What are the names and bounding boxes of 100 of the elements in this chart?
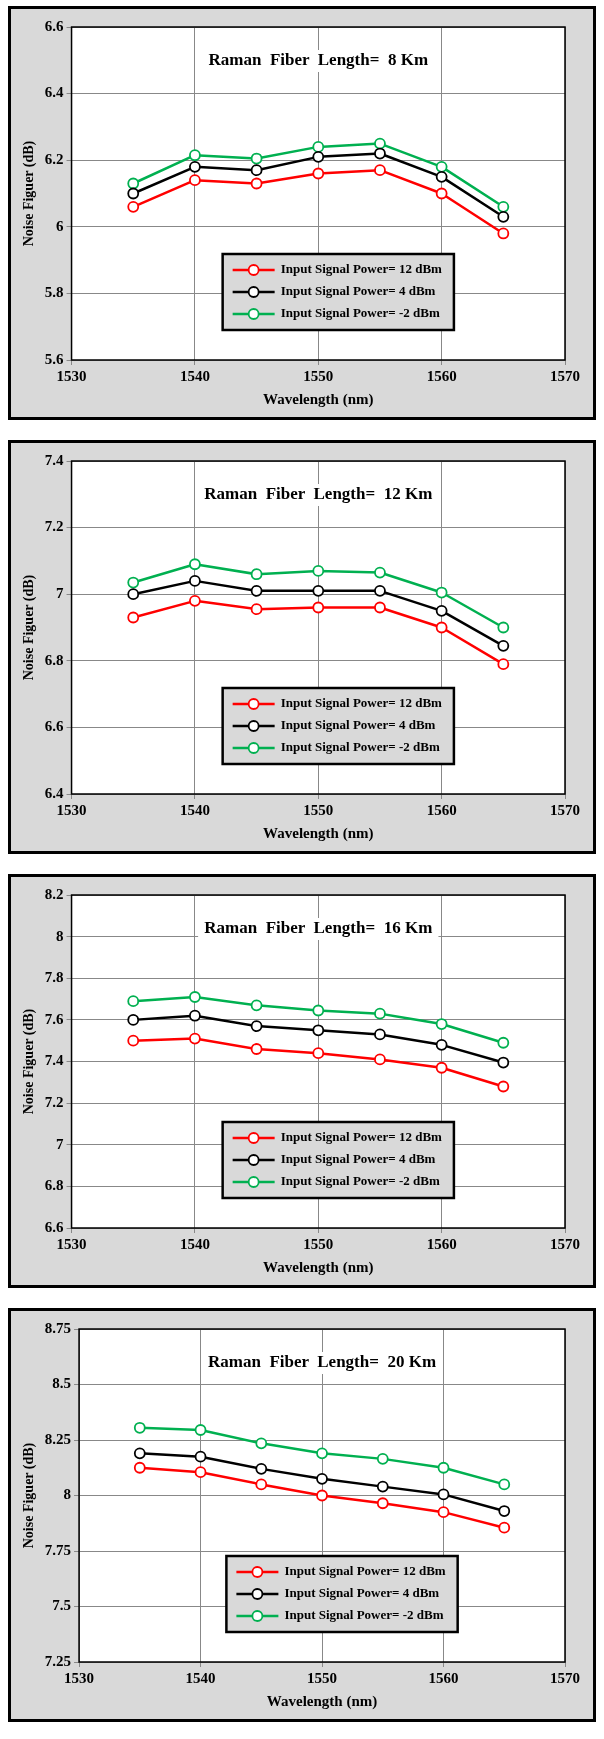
text: Raman Fiber Length= 20 Km — [208, 1352, 437, 1372]
x-tick-label: 1560 — [428, 1669, 459, 1686]
x-axis-title: Wavelength (nm) — [266, 1692, 378, 1710]
point — [127, 187, 140, 200]
point — [497, 658, 510, 671]
y-tick-label: 7.4 — [44, 451, 65, 468]
point — [374, 601, 386, 614]
point — [498, 1521, 511, 1534]
point — [255, 1437, 268, 1450]
legend-label: Input Signal Power= 12 dBm — [280, 695, 443, 711]
x-tick-label: 1570 — [550, 1235, 580, 1252]
point — [250, 1020, 263, 1033]
y-tick-label: 6.6 — [44, 17, 65, 34]
y-tick-label: 8 — [56, 927, 64, 944]
point — [312, 1004, 325, 1017]
point — [497, 621, 510, 634]
legend-label: Input Signal Power= 4 dBm — [280, 283, 436, 299]
text: Raman Fiber Length= 16 Km — [204, 918, 433, 938]
point — [250, 1043, 263, 1055]
point — [374, 1007, 386, 1020]
x-tick-label: 1530 — [56, 1235, 87, 1252]
point — [312, 601, 325, 614]
y-tick-label: 8.25 — [44, 1430, 72, 1447]
y-axis-title: Noise Figuer (dB) — [21, 1442, 38, 1549]
point — [497, 210, 510, 223]
point — [250, 568, 263, 581]
y-tick-label: 6.8 — [44, 1177, 64, 1194]
legend-label: Input Signal Power= -2 dBm — [280, 305, 440, 321]
point — [376, 1452, 389, 1465]
point — [127, 995, 140, 1008]
point — [498, 1505, 511, 1517]
point — [435, 187, 448, 200]
point — [194, 1424, 207, 1436]
y-tick-label: 8 — [63, 1486, 72, 1503]
point — [250, 164, 263, 177]
point — [312, 150, 325, 163]
x-tick-label: 1550 — [307, 1669, 338, 1686]
point — [250, 177, 263, 190]
y-tick-label: 7.8 — [44, 969, 64, 986]
y-tick-label: 8.75 — [44, 1319, 72, 1336]
x-tick-label: 1540 — [179, 801, 210, 818]
point — [374, 584, 386, 597]
point — [374, 1053, 386, 1066]
text: Raman Fiber Length= 8 Km — [208, 50, 429, 70]
point — [194, 1466, 207, 1479]
point — [250, 999, 263, 1012]
point — [127, 576, 140, 589]
point — [312, 140, 325, 153]
legend-label: Input Signal Power= -2 dBm — [280, 739, 440, 755]
y-tick-label: 7.4 — [44, 1052, 65, 1069]
y-tick-label: 7 — [56, 1135, 65, 1152]
point — [312, 1024, 325, 1037]
point — [250, 603, 263, 616]
y-tick-label: 5.6 — [44, 350, 65, 367]
point — [435, 160, 448, 173]
legend-label: Input Signal Power= 12 dBm — [280, 261, 443, 277]
x-tick-label: 1530 — [64, 1669, 95, 1686]
point — [127, 177, 140, 190]
y-tick-label: 8.2 — [44, 885, 64, 902]
y-tick-label: 6.4 — [44, 84, 65, 101]
x-axis-title: Wavelength (nm) — [263, 1258, 374, 1276]
x-tick-label: 1540 — [179, 367, 210, 384]
point — [127, 611, 140, 624]
x-tick-label: 1530 — [56, 367, 87, 384]
point — [374, 147, 386, 160]
point — [498, 1478, 511, 1491]
point — [316, 1489, 328, 1502]
x-tick-label: 1560 — [426, 367, 457, 384]
point — [312, 564, 325, 577]
point — [255, 1478, 268, 1491]
point — [497, 1056, 510, 1069]
point — [374, 566, 386, 579]
y-tick-label: 7.2 — [44, 518, 64, 535]
point — [312, 167, 325, 180]
legend-label: Input Signal Power= -2 dBm — [284, 1607, 444, 1623]
point — [189, 1032, 201, 1045]
x-axis-title: Wavelength (nm) — [263, 390, 374, 408]
point — [435, 621, 448, 634]
y-axis-title: Noise Figuer (dB) — [21, 140, 38, 247]
point — [189, 174, 201, 187]
x-tick-label: 1550 — [303, 1235, 334, 1252]
point — [133, 1421, 146, 1434]
point — [127, 1013, 140, 1026]
point — [374, 137, 386, 150]
point — [497, 200, 510, 213]
point — [497, 1080, 510, 1093]
point — [374, 164, 386, 177]
point — [127, 1034, 140, 1047]
y-tick-label: 8.5 — [52, 1375, 72, 1392]
x-tick-label: 1530 — [56, 801, 87, 818]
y-tick-label: 7.5 — [52, 1597, 72, 1614]
legend-label: Input Signal Power= 12 dBm — [284, 1563, 446, 1579]
y-axis-title: Noise Figuer (dB) — [21, 1008, 38, 1115]
y-tick-label: 7.75 — [44, 1541, 72, 1558]
y-tick-label: 6.6 — [44, 1218, 65, 1235]
x-tick-label: 1550 — [303, 367, 334, 384]
point — [189, 574, 201, 587]
point — [374, 1028, 386, 1041]
legend-label: Input Signal Power= 4 dBm — [280, 1151, 436, 1167]
legend-label: Input Signal Power= 4 dBm — [284, 1585, 440, 1601]
